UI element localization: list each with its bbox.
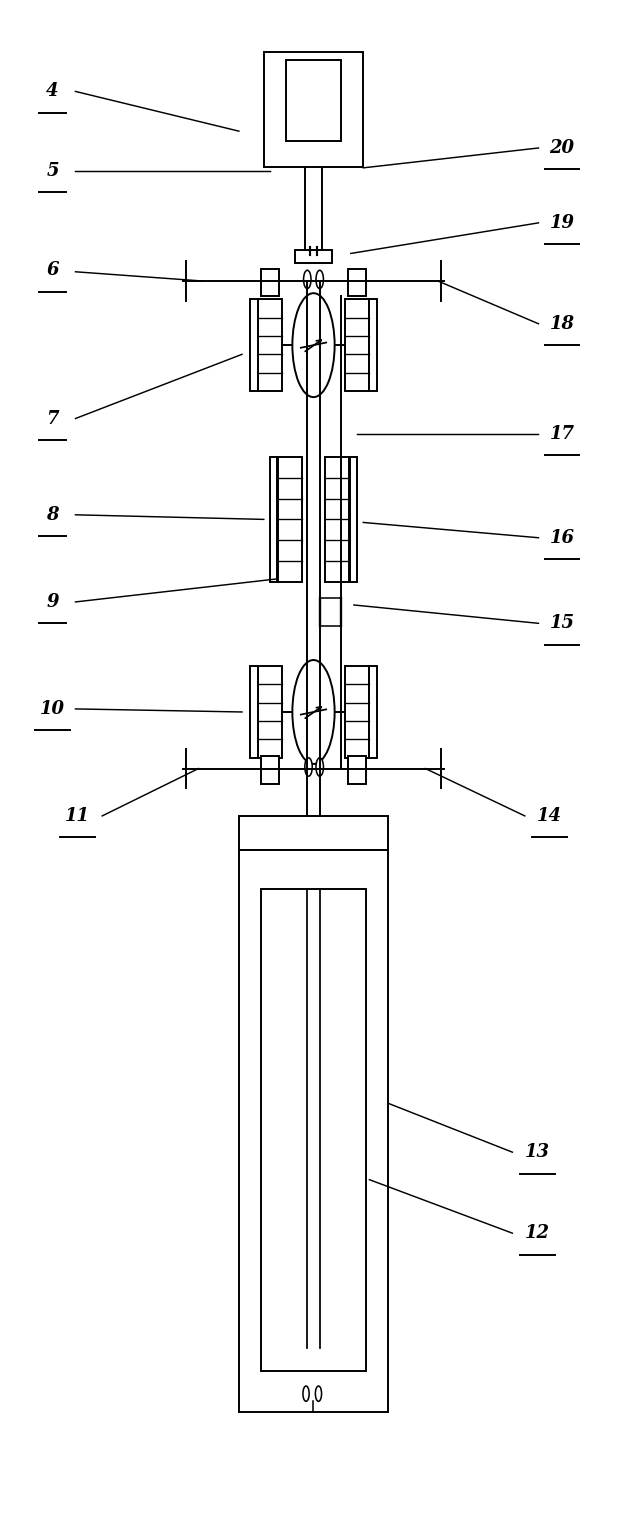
- Text: 9: 9: [46, 594, 59, 611]
- Bar: [278, 457, 302, 581]
- Circle shape: [316, 270, 324, 288]
- Bar: [345, 299, 369, 391]
- Text: 5: 5: [46, 163, 59, 179]
- Text: 6: 6: [46, 261, 59, 279]
- Bar: [261, 756, 279, 784]
- Circle shape: [303, 270, 311, 288]
- Bar: [348, 268, 366, 296]
- Bar: [261, 890, 366, 1371]
- Circle shape: [305, 758, 312, 776]
- Bar: [264, 52, 363, 167]
- Bar: [239, 850, 388, 1411]
- Bar: [258, 666, 282, 758]
- Bar: [369, 666, 377, 758]
- Text: 11: 11: [65, 807, 90, 825]
- Text: 16: 16: [550, 529, 574, 546]
- Bar: [369, 299, 377, 391]
- Bar: [239, 816, 388, 850]
- Bar: [258, 299, 282, 391]
- Bar: [261, 268, 279, 296]
- Bar: [348, 756, 366, 784]
- Text: 19: 19: [550, 213, 574, 232]
- Circle shape: [292, 660, 335, 764]
- Bar: [285, 60, 342, 141]
- Circle shape: [315, 1387, 322, 1401]
- Text: 10: 10: [40, 700, 65, 718]
- Text: 15: 15: [550, 614, 574, 632]
- Circle shape: [292, 293, 335, 397]
- Bar: [345, 666, 369, 758]
- Bar: [250, 666, 258, 758]
- Text: 13: 13: [525, 1143, 550, 1161]
- Text: 14: 14: [537, 807, 562, 825]
- Bar: [250, 299, 258, 391]
- Text: 12: 12: [525, 1224, 550, 1243]
- Text: 7: 7: [46, 410, 59, 428]
- Bar: [349, 457, 357, 581]
- Text: 17: 17: [550, 425, 574, 443]
- Text: 18: 18: [550, 314, 574, 333]
- Circle shape: [316, 758, 324, 776]
- Text: 8: 8: [46, 506, 59, 523]
- Text: 4: 4: [46, 83, 59, 100]
- Text: 20: 20: [550, 140, 574, 156]
- Bar: [270, 457, 278, 581]
- Bar: [295, 250, 332, 262]
- Circle shape: [303, 1387, 309, 1401]
- Bar: [325, 457, 349, 581]
